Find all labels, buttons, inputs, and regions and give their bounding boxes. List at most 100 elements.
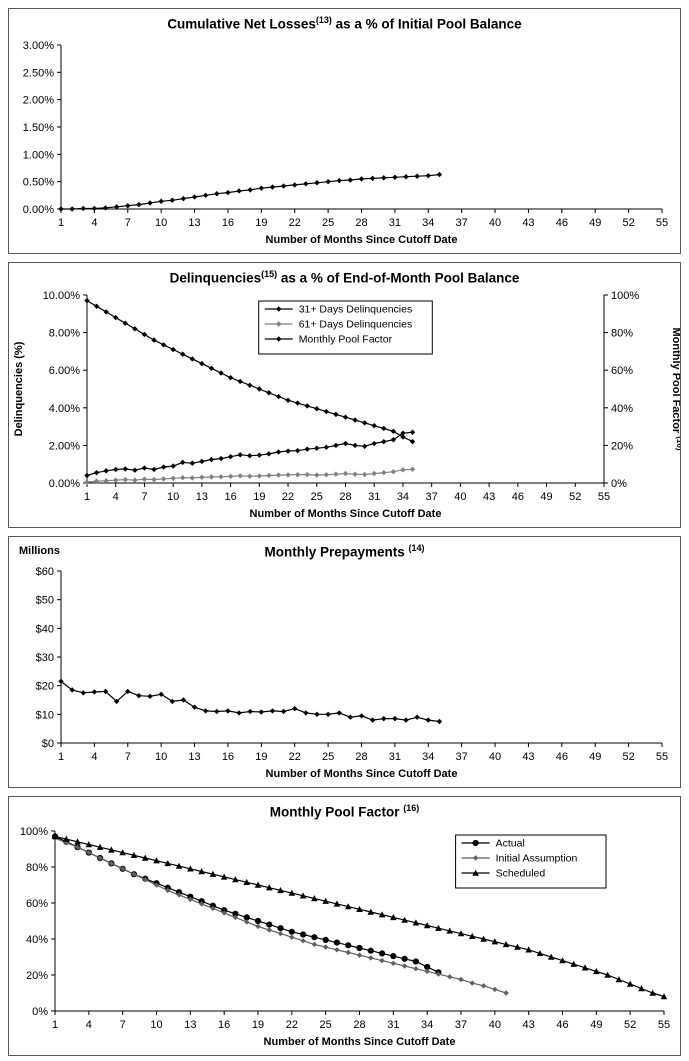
panel-monthly-pool-factor: Monthly Pool Factor (16) 0% 20% 40% 60% 80% 1… <box>8 796 681 1056</box>
title-footnote: (13) <box>315 15 332 25</box>
svg-text:52: 52 <box>622 751 634 763</box>
svg-text:Scheduled: Scheduled <box>496 868 546 880</box>
svg-text:100%: 100% <box>20 826 48 838</box>
svg-text:4: 4 <box>86 1019 92 1031</box>
svg-text:37: 37 <box>426 491 438 503</box>
svg-text:1: 1 <box>52 1019 58 1031</box>
svg-text:19: 19 <box>253 491 265 503</box>
svg-text:37: 37 <box>455 1019 467 1031</box>
svg-text:49: 49 <box>590 1019 602 1031</box>
delinquencies-chart: 0.00% 2.00% 4.00% 6.00% 8.00% 10.00% 0% 20% 40% 6… <box>13 290 680 520</box>
svg-text:55: 55 <box>656 751 668 763</box>
svg-text:8.00%: 8.00% <box>49 328 80 340</box>
svg-text:43: 43 <box>522 751 534 763</box>
svg-text:Number of Months Since Cutoff: Number of Months Since Cutoff Date <box>266 768 458 780</box>
chart-title-delinquencies: Delinquencies(15) as a % of End-of-Month… <box>9 263 680 287</box>
svg-text:28: 28 <box>355 751 367 763</box>
panel-delinquencies: Delinquencies(15) as a % of End-of-Month… <box>8 262 681 528</box>
svg-text:34: 34 <box>422 751 434 763</box>
svg-text:40: 40 <box>489 751 501 763</box>
monthly-pool-factor-chart: 0% 20% 40% 60% 80% 100% 1 4 7 10 13 16 19 22 25 28 31 34 3… <box>20 826 670 1048</box>
title-text: Delinquencies <box>169 270 262 286</box>
svg-text:1.00%: 1.00% <box>23 149 54 161</box>
svg-text:28: 28 <box>353 1019 365 1031</box>
svg-text:22: 22 <box>289 217 301 229</box>
svg-text:Number of Months Since Cutoff: Number of Months Since Cutoff Date <box>250 508 442 520</box>
svg-text:80%: 80% <box>26 862 48 874</box>
svg-text:16: 16 <box>222 217 234 229</box>
svg-text:10.00%: 10.00% <box>43 290 81 302</box>
svg-text:13: 13 <box>188 217 200 229</box>
monthly-prepayments-chart: $0 $10 $20 $30 $40 $50 $60 1 4 7 10 13 16 19 22 25 28 31 3… <box>36 566 668 780</box>
svg-text:46: 46 <box>556 217 568 229</box>
svg-text:Actual: Actual <box>496 838 525 850</box>
svg-text:Number of Months Since Cutoff: Number of Months Since Cutoff Date <box>264 1036 456 1048</box>
chart-title-cumulative-net-losses: Cumulative Net Losses(13) as a % of Init… <box>9 9 680 33</box>
svg-text:16: 16 <box>222 751 234 763</box>
title-text: Monthly Prepayments <box>264 544 409 560</box>
svg-text:40%: 40% <box>611 403 633 415</box>
svg-text:0%: 0% <box>611 478 627 490</box>
svg-text:43: 43 <box>523 1019 535 1031</box>
panel-cumulative-net-losses: Cumulative Net Losses(13) as a % of Init… <box>8 8 681 254</box>
svg-text:1: 1 <box>58 217 64 229</box>
svg-text:Delinquencies (%): Delinquencies (%) <box>13 341 25 436</box>
svg-text:7: 7 <box>125 751 131 763</box>
svg-text:1.50%: 1.50% <box>23 122 54 134</box>
panel-monthly-prepayments: Millions Monthly Prepayments (14) $0 $10 $… <box>8 536 681 788</box>
svg-text:46: 46 <box>556 751 568 763</box>
svg-text:Monthly Pool Factor: Monthly Pool Factor <box>299 334 393 346</box>
svg-text:$60: $60 <box>36 566 54 578</box>
svg-text:4: 4 <box>113 491 119 503</box>
svg-text:0%: 0% <box>32 1006 48 1018</box>
svg-text:25: 25 <box>311 491 323 503</box>
svg-text:37: 37 <box>456 751 468 763</box>
svg-text:0.50%: 0.50% <box>23 177 54 189</box>
svg-text:10: 10 <box>167 491 179 503</box>
svg-text:52: 52 <box>624 1019 636 1031</box>
svg-text:20%: 20% <box>611 440 633 452</box>
svg-text:52: 52 <box>622 217 634 229</box>
svg-text:52: 52 <box>569 491 581 503</box>
title-text: Cumulative Net Losses <box>167 16 316 32</box>
svg-text:$20: $20 <box>36 681 54 693</box>
svg-text:22: 22 <box>289 751 301 763</box>
svg-text:$10: $10 <box>36 709 54 721</box>
svg-text:0.00%: 0.00% <box>23 204 54 216</box>
svg-text:4: 4 <box>91 217 97 229</box>
chart-title-monthly-prepayments: Monthly Prepayments (14) <box>9 537 680 561</box>
svg-text:55: 55 <box>658 1019 670 1031</box>
svg-text:40: 40 <box>454 491 466 503</box>
svg-text:19: 19 <box>252 1019 264 1031</box>
svg-text:13: 13 <box>184 1019 196 1031</box>
svg-text:37: 37 <box>456 217 468 229</box>
svg-text:25: 25 <box>322 217 334 229</box>
svg-text:19: 19 <box>255 751 267 763</box>
svg-text:22: 22 <box>286 1019 298 1031</box>
svg-text:61+ Days Delinquencies: 61+ Days Delinquencies <box>299 319 413 331</box>
svg-text:Number of Months Since Cutoff: Number of Months Since Cutoff Date <box>266 234 458 246</box>
svg-text:80%: 80% <box>611 328 633 340</box>
svg-text:Monthly Pool Factor (16): Monthly Pool Factor (16) <box>670 327 680 450</box>
svg-text:34: 34 <box>421 1019 433 1031</box>
svg-text:2.00%: 2.00% <box>23 95 54 107</box>
title-text-rest: as a % of Initial Pool Balance <box>331 16 522 32</box>
svg-text:49: 49 <box>589 751 601 763</box>
svg-text:16: 16 <box>218 1019 230 1031</box>
svg-text:20%: 20% <box>26 970 48 982</box>
svg-text:40%: 40% <box>26 934 48 946</box>
svg-text:$50: $50 <box>36 595 54 607</box>
svg-text:2.00%: 2.00% <box>49 440 80 452</box>
svg-text:31: 31 <box>387 1019 399 1031</box>
title-footnote: (15) <box>261 269 278 279</box>
svg-text:100%: 100% <box>611 290 639 302</box>
svg-text:6.00%: 6.00% <box>49 365 80 377</box>
svg-text:10: 10 <box>155 217 167 229</box>
svg-text:43: 43 <box>522 217 534 229</box>
svg-text:19: 19 <box>255 217 267 229</box>
svg-text:1: 1 <box>58 751 64 763</box>
svg-text:7: 7 <box>125 217 131 229</box>
svg-text:25: 25 <box>322 751 334 763</box>
svg-text:28: 28 <box>355 217 367 229</box>
svg-text:46: 46 <box>512 491 524 503</box>
